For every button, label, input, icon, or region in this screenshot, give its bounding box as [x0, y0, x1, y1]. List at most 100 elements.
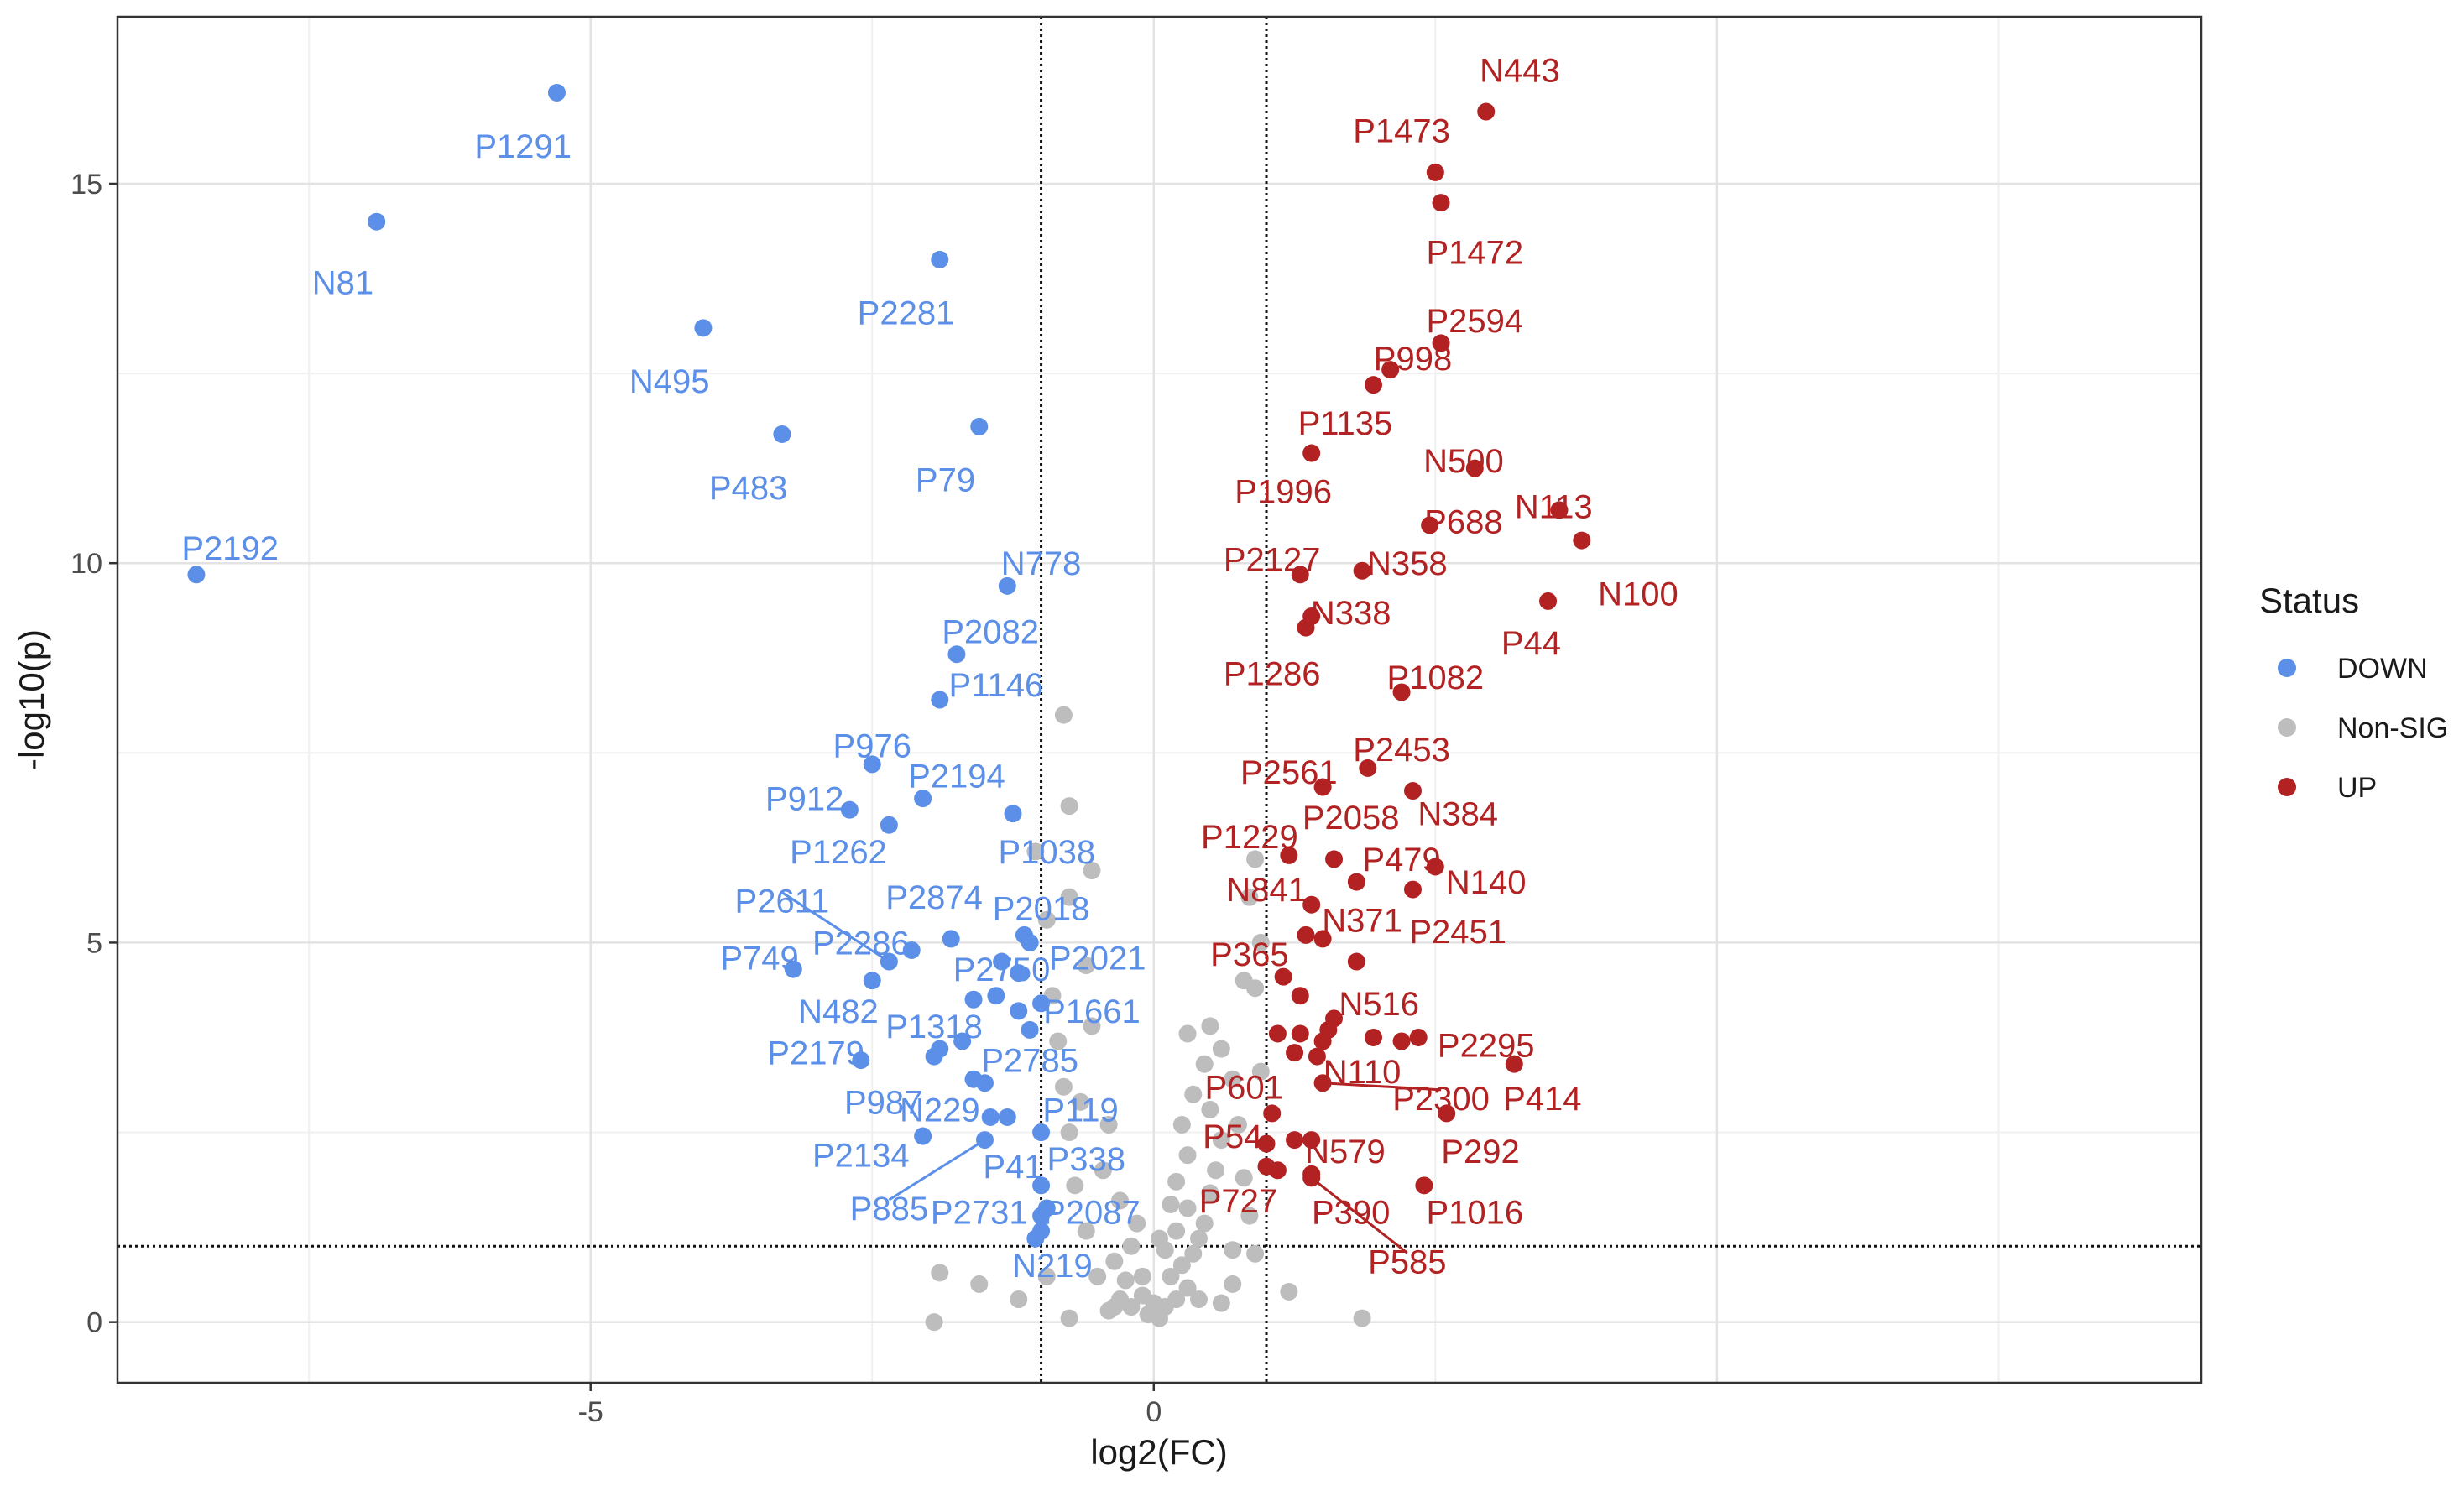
point-label: P2561: [1240, 754, 1338, 791]
point-label: P414: [1503, 1081, 1581, 1118]
point-label: P483: [709, 470, 787, 507]
data-point-down: [964, 990, 983, 1009]
legend-key-nonsig: [2278, 718, 2296, 737]
point-label: N113: [1515, 488, 1593, 525]
point-label: N443: [1480, 52, 1560, 89]
data-point-down: [1021, 933, 1039, 951]
point-label: P1146: [949, 667, 1044, 704]
data-point-down: [1004, 805, 1022, 823]
data-point-down: [368, 212, 386, 231]
data-point-up: [1257, 1134, 1276, 1153]
data-point-non-sig: [1037, 910, 1056, 929]
point-label: P2281: [858, 295, 955, 332]
data-point-up: [1403, 880, 1422, 899]
point-label: P2021: [1049, 941, 1146, 977]
data-point-up: [1274, 967, 1292, 986]
point-label: P1661: [1043, 993, 1141, 1030]
y-tick-label: 0: [86, 1307, 102, 1339]
point-label: P1318: [885, 1009, 983, 1045]
legend-label-up: UP: [2337, 772, 2377, 804]
legend-entry-up: UP: [2278, 772, 2377, 804]
point-label: P1996: [1235, 473, 1332, 510]
data-point-up: [1403, 782, 1422, 800]
data-point-up: [1308, 1047, 1326, 1066]
data-point-up: [1539, 592, 1558, 610]
data-point-down: [1026, 1229, 1045, 1248]
point-label: P2286: [812, 925, 910, 962]
point-label: N219: [1012, 1248, 1093, 1285]
point-label: P749: [720, 941, 798, 977]
data-point-down: [1021, 1020, 1039, 1039]
data-point-up: [1353, 561, 1371, 580]
data-point-down: [942, 930, 960, 948]
data-point-non-sig: [925, 1313, 943, 1332]
data-point-non-sig: [1235, 1169, 1253, 1187]
data-point-up: [1302, 1131, 1321, 1150]
point-label: P1038: [998, 834, 1095, 871]
label-connector: [1323, 1082, 1442, 1092]
data-point-down: [773, 425, 791, 443]
point-label: P338: [1047, 1141, 1125, 1178]
data-point-non-sig: [1178, 1024, 1197, 1043]
data-point-non-sig: [1195, 1214, 1214, 1233]
data-point-down: [187, 566, 206, 584]
data-point-down: [981, 1108, 1000, 1126]
plot-border: [116, 15, 2203, 1384]
data-point-non-sig: [1122, 1298, 1141, 1316]
data-point-non-sig: [1083, 1017, 1101, 1035]
point-label: P79: [916, 462, 975, 499]
label-connector: [781, 891, 890, 963]
data-point-up: [1302, 895, 1321, 914]
legend-key-up: [2278, 778, 2296, 796]
data-point-down: [975, 1131, 994, 1150]
data-point-up: [1325, 1009, 1344, 1028]
data-point-up: [1297, 925, 1315, 944]
point-label: P2058: [1302, 800, 1400, 837]
data-point-down: [863, 755, 881, 774]
data-point-non-sig: [1072, 1092, 1090, 1111]
data-point-down: [902, 941, 921, 959]
data-point-up: [1280, 846, 1298, 864]
data-point-up: [1426, 858, 1444, 876]
point-label: P2194: [908, 758, 1005, 795]
data-point-up: [1268, 1161, 1287, 1180]
data-point-down: [975, 1074, 994, 1092]
data-point-up: [1297, 618, 1315, 637]
data-point-up: [1438, 1104, 1456, 1123]
data-point-down: [970, 417, 989, 435]
legend-label-down: DOWN: [2337, 653, 2428, 685]
point-label: P1135: [1298, 405, 1393, 442]
data-point-non-sig: [1201, 1184, 1219, 1202]
data-point-non-sig: [1178, 1199, 1197, 1217]
label-connector: [888, 1139, 986, 1202]
data-point-up: [1286, 1044, 1304, 1062]
data-point-non-sig: [1054, 706, 1073, 724]
point-label: P601: [1204, 1069, 1282, 1106]
point-label: P2295: [1438, 1028, 1535, 1065]
legend-entry-nonsig: Non-SIG: [2278, 712, 2448, 744]
data-point-non-sig: [1167, 1172, 1186, 1191]
data-point-non-sig: [1224, 1070, 1242, 1088]
data-point-up: [1426, 163, 1444, 181]
point-label: P727: [1199, 1183, 1277, 1220]
data-point-non-sig: [1049, 1032, 1068, 1050]
data-point-non-sig: [1151, 1309, 1168, 1327]
point-label: P688: [1424, 503, 1502, 540]
point-label: N81: [312, 265, 373, 302]
data-point-down: [863, 972, 881, 990]
data-point-down: [852, 1051, 870, 1070]
data-point-non-sig: [1151, 1229, 1168, 1248]
data-point-non-sig: [1195, 1055, 1214, 1073]
data-point-up: [1268, 1024, 1287, 1043]
point-label: P292: [1441, 1134, 1519, 1170]
legend-title: Status: [2259, 581, 2359, 620]
data-points: [187, 83, 1591, 1332]
point-label: P987: [844, 1084, 922, 1121]
plot-panel: [117, 17, 2201, 1383]
data-point-non-sig: [1212, 1040, 1230, 1058]
point-label: N371: [1322, 902, 1402, 939]
data-point-non-sig: [1167, 1222, 1186, 1240]
point-label: P1472: [1426, 234, 1523, 271]
data-point-non-sig: [1251, 1062, 1270, 1081]
data-point-down: [840, 800, 859, 819]
